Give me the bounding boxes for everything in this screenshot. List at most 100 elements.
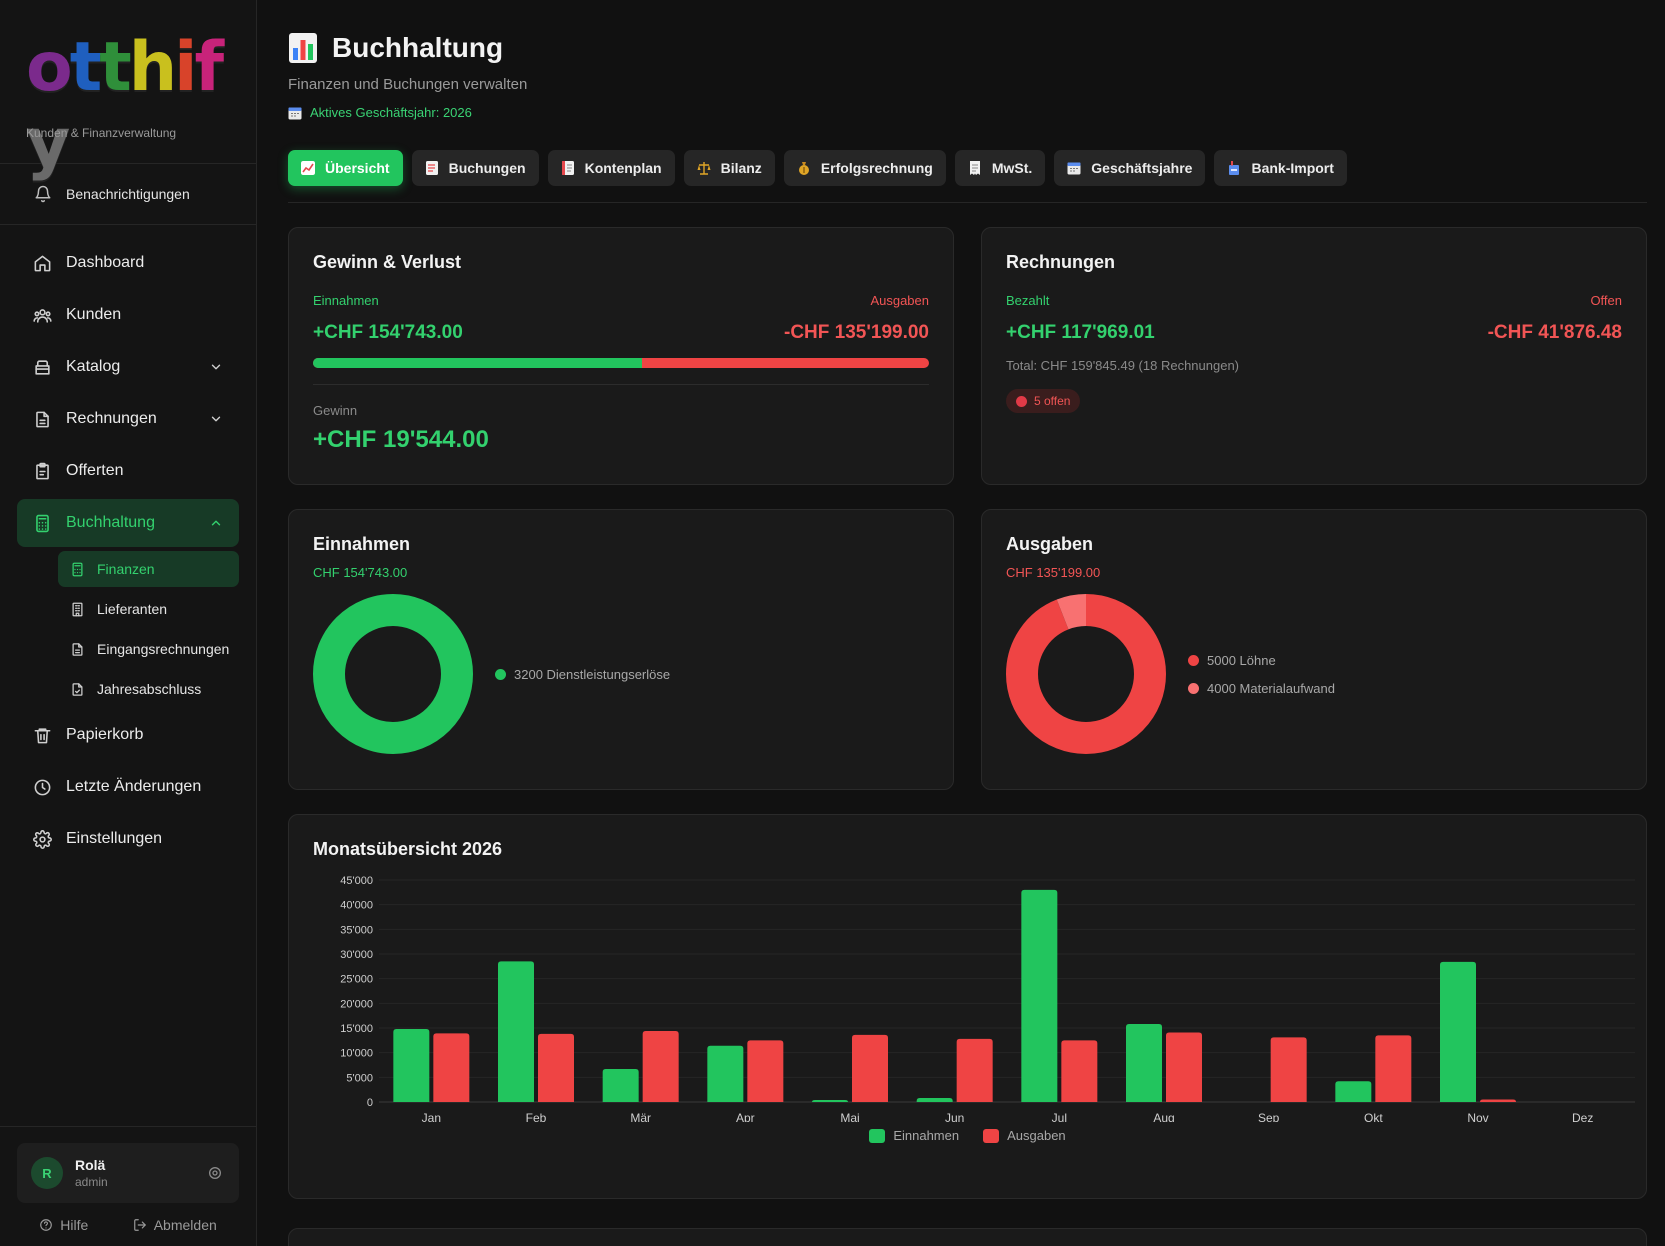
bar-ausgaben-jun[interactable] — [956, 1038, 993, 1102]
expense-breakdown-amount: CHF 135'199.00 — [1006, 565, 1101, 580]
legend-label: Einnahmen — [893, 1128, 960, 1143]
pnl-card: Gewinn & Verlust Einnahmen Ausgaben +CHF… — [288, 227, 954, 485]
chevron-down-icon[interactable] — [209, 360, 223, 374]
sidebar-item-label: Buchhaltung — [66, 514, 155, 531]
legend-item-ausgaben[interactable]: Ausgaben — [983, 1128, 1066, 1143]
sidebar-item-einstellungen[interactable]: Einstellungen — [17, 815, 239, 863]
bar-einnahmen-nov[interactable] — [1440, 961, 1476, 1102]
trash-icon — [34, 727, 51, 743]
bar-ausgaben-feb[interactable] — [538, 1033, 574, 1102]
bar-einnahmen-okt[interactable] — [1335, 1081, 1372, 1102]
legend-swatch — [1188, 654, 1199, 666]
sidebar-item-offerten[interactable]: Offerten — [17, 447, 239, 495]
help-link[interactable]: Hilfe — [39, 1217, 88, 1233]
avatar: R — [31, 1157, 63, 1189]
sidebar-item-letzte-aenderungen[interactable]: Letzte Änderungen — [17, 763, 239, 811]
legend-swatch — [983, 1128, 1000, 1143]
tab-mwst[interactable]: MwSt. — [954, 150, 1046, 186]
tab-buchungen[interactable]: Buchungen — [411, 150, 539, 186]
bar-ausgaben-jul[interactable] — [1061, 1040, 1098, 1102]
bar-ausgaben-mär[interactable] — [642, 1030, 679, 1102]
otthify-logo[interactable]: otthif y — [26, 28, 256, 182]
chart-legend: Einnahmen Ausgaben — [313, 1128, 1622, 1143]
bar-einnahmen-aug[interactable] — [1126, 1024, 1162, 1102]
bar-einnahmen-jan[interactable] — [393, 1028, 430, 1102]
y-tick-label: 10'000 — [340, 1048, 373, 1060]
sidebar-item-katalog[interactable]: Katalog — [17, 343, 239, 391]
receipt-icon — [969, 161, 980, 175]
legend-item[interactable]: 3200 Dienstleistungserlöse — [495, 660, 670, 688]
bar-ausgaben-sep[interactable] — [1270, 1037, 1307, 1102]
logout-label: Abmelden — [153, 1217, 217, 1233]
buchhaltung-submenu: Finanzen Lieferanten Eingangsrechnungen … — [17, 551, 239, 707]
y-tick-label: 20'000 — [340, 998, 373, 1010]
sidebar-item-rechnungen[interactable]: Rechnungen — [17, 395, 239, 443]
bar-ausgaben-mai[interactable] — [852, 1034, 888, 1102]
chevron-down-icon[interactable] — [209, 412, 223, 426]
expense-donut-slice-1[interactable] — [1006, 594, 1166, 754]
bar-einnahmen-feb[interactable] — [498, 961, 534, 1102]
tab-label: Geschäftsjahre — [1091, 160, 1193, 176]
income-label: Einnahmen — [313, 293, 379, 308]
chevron-up-icon[interactable] — [209, 516, 223, 530]
y-tick-label: 40'000 — [340, 900, 373, 912]
sidebar-subitem-label: Eingangsrechnungen — [97, 641, 230, 657]
sidebar-footer: R Rolä admin Hilfe Abmelden — [0, 1126, 256, 1246]
tab-bilanz[interactable]: Bilanz — [683, 150, 775, 186]
sidebar-item-label: Papierkorb — [66, 726, 144, 743]
paid-label: Bezahlt — [1006, 293, 1050, 308]
legend-label: 5000 Löhne — [1207, 652, 1276, 668]
expense-value: -CHF 135'199.00 — [784, 322, 929, 343]
tab-kontenplan[interactable]: Kontenplan — [547, 150, 675, 186]
legend-swatch — [869, 1128, 886, 1143]
sidebar-subitem-jahresabschluss[interactable]: Jahresabschluss — [58, 671, 239, 707]
tab-bank-import[interactable]: Bank-Import — [1214, 150, 1347, 186]
bar-einnahmen-jun[interactable] — [916, 1098, 953, 1102]
open-invoices-badge[interactable]: 5 offen — [1006, 389, 1081, 413]
legend-item-einnahmen[interactable]: Einnahmen — [869, 1128, 959, 1143]
user-card[interactable]: R Rolä admin — [17, 1143, 239, 1203]
y-tick-label: 35'000 — [340, 924, 373, 936]
tab-uebersicht[interactable]: Übersicht — [288, 150, 403, 186]
notifications-link[interactable]: Benachrichtigungen — [0, 164, 256, 225]
logo-letter: i — [174, 28, 197, 107]
sidebar-subitem-lieferanten[interactable]: Lieferanten — [58, 591, 239, 627]
sidebar-subitem-label: Lieferanten — [97, 601, 168, 617]
tab-geschaeftsjahre[interactable]: Geschäftsjahre — [1054, 150, 1206, 186]
bar-einnahmen-apr[interactable] — [707, 1045, 744, 1102]
legend-item[interactable]: 5000 Löhne — [1188, 646, 1335, 674]
sidebar-item-buchhaltung[interactable]: Buchhaltung — [17, 499, 239, 547]
tab-label: Buchungen — [448, 160, 526, 176]
sidebar-item-label: Dashboard — [66, 254, 145, 271]
chart-up-icon — [301, 161, 315, 175]
bar-einnahmen-mai[interactable] — [812, 1100, 848, 1102]
sidebar-subitem-finanzen[interactable]: Finanzen — [58, 551, 239, 587]
gear-icon[interactable] — [207, 1165, 223, 1181]
sidebar-item-dashboard[interactable]: Dashboard — [17, 239, 239, 287]
tab-erfolgsrechnung[interactable]: Erfolgsrechnung — [783, 150, 946, 186]
bar-ausgaben-apr[interactable] — [747, 1040, 784, 1102]
expense-donut-slice-0[interactable] — [1006, 594, 1166, 754]
footer-links: Hilfe Abmelden — [17, 1217, 239, 1233]
income-donut-slice-0[interactable] — [313, 594, 473, 754]
logout-link[interactable]: Abmelden — [133, 1217, 217, 1233]
legend-item[interactable]: 4000 Materialaufwand — [1188, 674, 1335, 702]
bar-ausgaben-okt[interactable] — [1375, 1035, 1412, 1102]
sidebar-item-kunden[interactable]: Kunden — [17, 291, 239, 339]
x-tick-label: Aug — [1153, 1111, 1174, 1122]
bar-einnahmen-jul[interactable] — [1021, 889, 1058, 1102]
sidebar-item-label: Kunden — [66, 306, 122, 323]
logo-letter: t — [69, 28, 102, 107]
sidebar-item-papierkorb[interactable]: Papierkorb — [17, 711, 239, 759]
x-tick-label: Okt — [1364, 1111, 1383, 1122]
bar-ausgaben-aug[interactable] — [1166, 1032, 1202, 1102]
pnl-values: +CHF 154'743.00 -CHF 135'199.00 — [313, 322, 929, 344]
expense-donut-legend: 5000 Löhne 4000 Materialaufwand — [1188, 646, 1335, 702]
bar-einnahmen-mär[interactable] — [602, 1068, 639, 1102]
sidebar-subitem-eingangsrechnungen[interactable]: Eingangsrechnungen — [58, 631, 239, 667]
income-breakdown-amount: CHF 154'743.00 — [313, 565, 408, 580]
bar-ausgaben-nov[interactable] — [1480, 1099, 1516, 1102]
file-icon — [72, 642, 83, 656]
bar-ausgaben-jan[interactable] — [433, 1033, 470, 1102]
user-role: admin — [75, 1175, 108, 1189]
